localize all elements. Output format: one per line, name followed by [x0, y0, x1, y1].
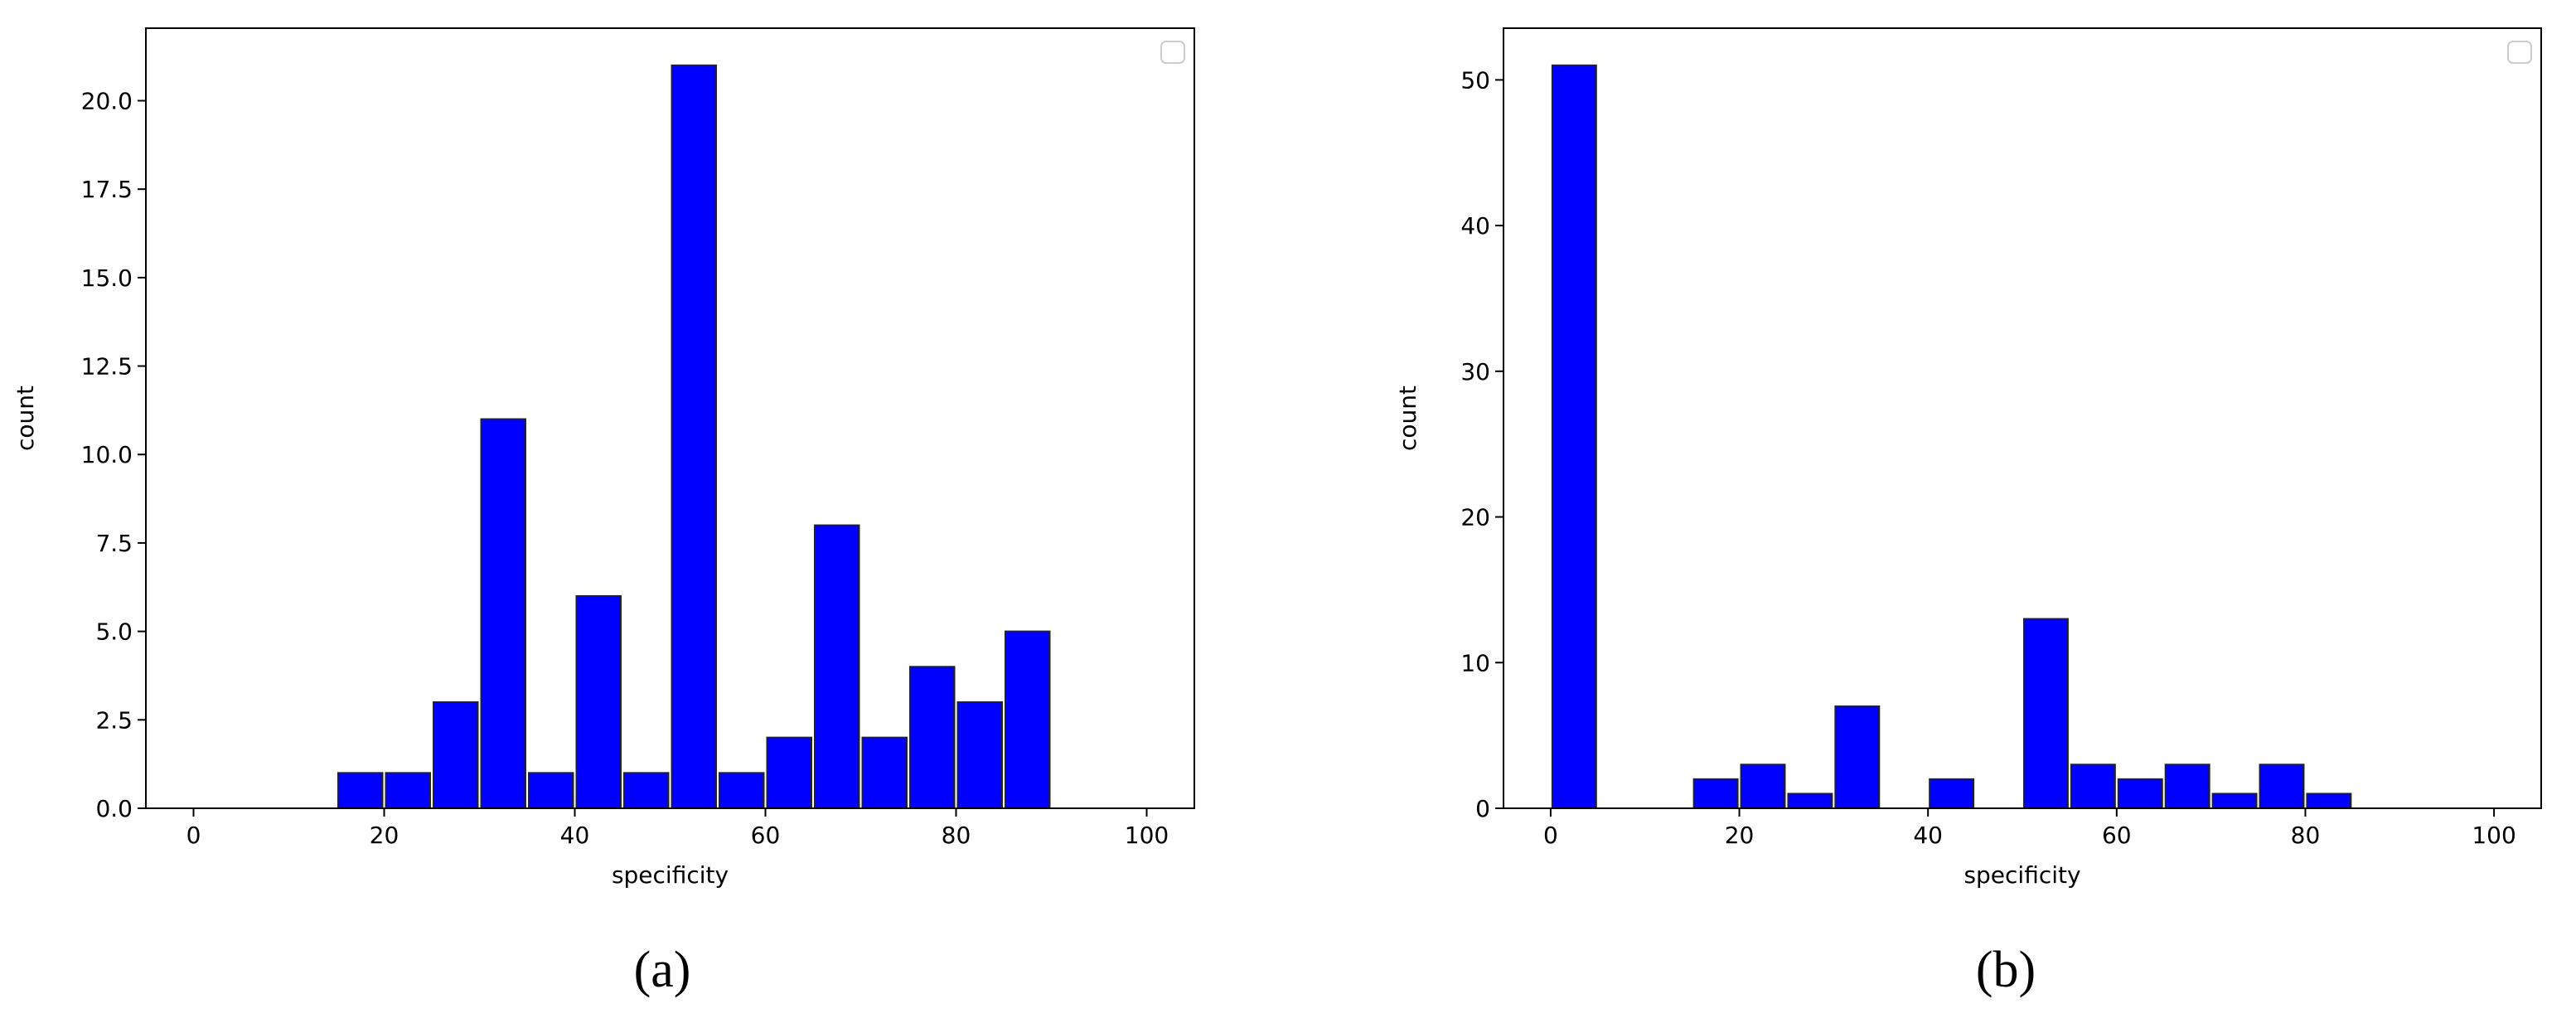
- bar: [2117, 778, 2163, 810]
- x-tick-label: 80: [2291, 822, 2321, 849]
- bar: [337, 772, 384, 810]
- caption: (b): [1976, 942, 2036, 998]
- x-tick-label: 60: [751, 822, 781, 849]
- bar: [956, 701, 1003, 809]
- y-tick-label: 0.0: [95, 795, 133, 822]
- axes-frame: [1503, 27, 2542, 809]
- y-tick-label: 15.0: [81, 264, 133, 292]
- bar: [1692, 778, 1739, 810]
- bar: [719, 772, 765, 810]
- legend-box: [1160, 41, 1185, 64]
- bar: [480, 418, 526, 809]
- bar: [766, 736, 812, 809]
- bar: [433, 701, 479, 809]
- bar: [2211, 793, 2258, 809]
- x-tick-label: 80: [942, 822, 971, 849]
- y-tick-label: 2.5: [95, 706, 133, 734]
- legend-box: [2507, 41, 2532, 64]
- bar: [861, 736, 908, 809]
- y-tick-label: 7.5: [95, 530, 133, 557]
- bar: [623, 772, 670, 810]
- x-tick-label: 40: [560, 822, 590, 849]
- bar: [1834, 705, 1881, 810]
- x-tick-label: 40: [1913, 822, 1943, 849]
- bar: [671, 64, 717, 810]
- y-tick-label: 12.5: [81, 353, 133, 381]
- bar: [909, 666, 956, 809]
- x-tick-label: 100: [2472, 822, 2515, 849]
- bar: [575, 594, 622, 809]
- y-tick-label: 0: [1475, 795, 1490, 822]
- x-tick-label: 60: [2102, 822, 2132, 849]
- bar: [2022, 618, 2069, 809]
- bar: [1740, 764, 1786, 809]
- y-tick-label: 30: [1460, 358, 1490, 385]
- caption: (a): [634, 942, 691, 998]
- x-tick-label: 20: [370, 822, 399, 849]
- bar: [528, 772, 574, 810]
- y-tick-label: 20: [1460, 504, 1490, 531]
- y-tick-label: 50: [1460, 66, 1490, 94]
- bar: [2070, 764, 2116, 809]
- bar: [2259, 764, 2305, 809]
- y-axis-label: count: [12, 385, 39, 451]
- bar: [814, 524, 860, 809]
- bar: [2164, 764, 2210, 809]
- bar: [1551, 64, 1597, 810]
- bar: [1929, 778, 1975, 810]
- bar: [2306, 793, 2352, 809]
- bar: [1787, 793, 1833, 809]
- x-tick-label: 20: [1725, 822, 1755, 849]
- y-tick-label: 10: [1460, 649, 1490, 676]
- x-tick-label: 0: [1543, 822, 1558, 849]
- bar: [1005, 630, 1051, 810]
- x-axis-label: specificity: [612, 861, 729, 889]
- x-tick-label: 100: [1125, 822, 1169, 849]
- bar: [385, 772, 431, 810]
- y-tick-label: 10.0: [81, 441, 133, 468]
- y-axis-label: count: [1394, 385, 1421, 451]
- x-tick-label: 0: [186, 822, 201, 849]
- axes-frame: [145, 27, 1195, 809]
- y-tick-label: 40: [1460, 212, 1490, 240]
- y-tick-label: 5.0: [95, 618, 133, 646]
- y-tick-label: 17.5: [81, 176, 133, 203]
- x-axis-label: specificity: [1963, 861, 2080, 889]
- y-tick-label: 20.0: [81, 87, 133, 114]
